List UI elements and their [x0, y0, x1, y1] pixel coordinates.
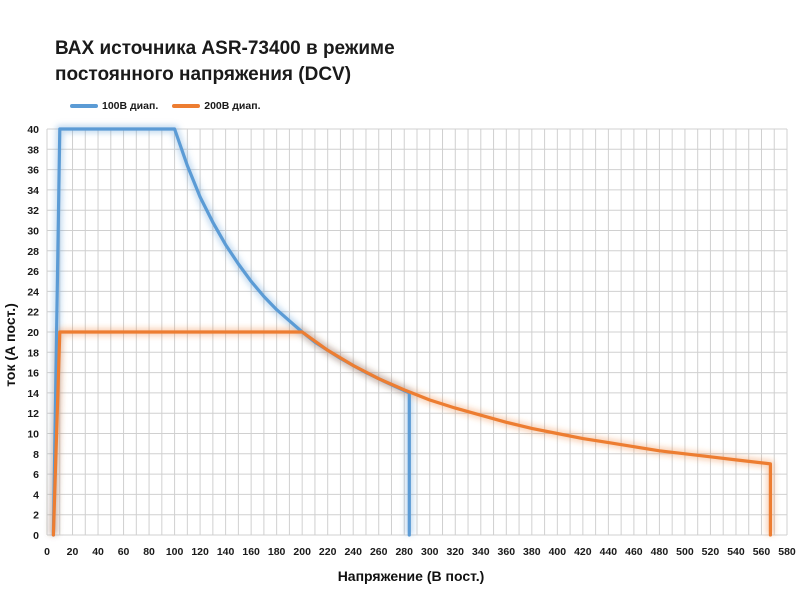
legend-label-100v: 100В диап.: [102, 100, 159, 112]
x-tick-label: 100: [166, 546, 184, 558]
y-tick-label: 36: [27, 165, 39, 177]
y-tick-label: 8: [33, 449, 39, 461]
y-tick-label: 28: [27, 246, 39, 258]
x-tick-label: 80: [143, 546, 155, 558]
x-tick-label: 360: [498, 546, 516, 558]
y-tick-label: 0: [33, 530, 39, 542]
y-tick-label: 26: [27, 266, 39, 278]
data-series: [49, 125, 775, 537]
y-axis-title: ток (А пост.): [2, 303, 18, 387]
x-tick-label: 480: [651, 546, 669, 558]
y-tick-label: 38: [27, 144, 39, 156]
x-axis-title: Напряжение (В пост.): [338, 568, 485, 584]
y-tick-label: 34: [27, 185, 39, 197]
chart-title-line-2: постоянного напряжения (DCV): [55, 64, 352, 85]
x-tick-label: 200: [293, 546, 311, 558]
x-tick-label: 440: [600, 546, 618, 558]
y-tick-label: 10: [27, 429, 39, 441]
y-tick-label: 2: [33, 510, 39, 522]
y-tick-label: 24: [27, 286, 39, 298]
x-tick-label: 160: [242, 546, 260, 558]
x-tick-label: 220: [319, 546, 337, 558]
x-tick-label: 580: [778, 546, 796, 558]
series-line-200v: [51, 330, 772, 537]
chart-legend: 100В диап. 200В диап.: [70, 98, 261, 114]
y-tick-label: 16: [27, 368, 39, 380]
x-tick-label: 120: [191, 546, 209, 558]
y-tick-label: 12: [27, 408, 39, 420]
chart-title: ВАХ источника ASR-73400 в режиме постоян…: [55, 36, 615, 88]
x-tick-label: 460: [625, 546, 643, 558]
y-tick-label: 20: [27, 327, 39, 339]
y-tick-label: 4: [33, 489, 39, 501]
y-tick-label: 32: [27, 205, 39, 217]
x-tick-label: 60: [118, 546, 130, 558]
x-tick-label: 260: [370, 546, 388, 558]
legend-item-100v: 100В диап.: [70, 100, 158, 112]
x-tick-label: 500: [676, 546, 694, 558]
x-tick-label: 40: [92, 546, 104, 558]
x-tick-label: 300: [421, 546, 439, 558]
x-tick-label: 400: [549, 546, 567, 558]
y-tick-label: 6: [33, 469, 39, 481]
legend-swatch-200v: [172, 104, 201, 108]
y-tick-label: 22: [27, 307, 39, 319]
y-tick-label: 30: [27, 226, 39, 238]
x-tick-label: 420: [574, 546, 592, 558]
x-tick-label: 140: [217, 546, 235, 558]
x-tick-label: 560: [753, 546, 771, 558]
y-tick-label: 14: [27, 388, 39, 400]
legend-label-200v: 200В диап.: [204, 100, 261, 112]
x-tick-label: 20: [67, 546, 79, 558]
x-tick-label: 380: [523, 546, 541, 558]
chart-title-line-1: ВАХ источника ASR-73400 в режиме: [55, 38, 395, 59]
x-tick-label: 340: [472, 546, 490, 558]
legend-swatch-100v: [70, 104, 98, 108]
x-tick-label: 520: [702, 546, 720, 558]
x-tick-label: 540: [727, 546, 745, 558]
x-tick-label: 240: [344, 546, 362, 558]
y-tick-label: 40: [27, 124, 39, 136]
y-tick-label: 18: [27, 347, 39, 359]
x-tick-label: 180: [268, 546, 286, 558]
x-tick-label: 0: [44, 546, 50, 558]
x-tick-label: 320: [447, 546, 465, 558]
x-tick-label: 280: [395, 546, 413, 558]
legend-item-200v: 200В диап.: [172, 100, 261, 112]
